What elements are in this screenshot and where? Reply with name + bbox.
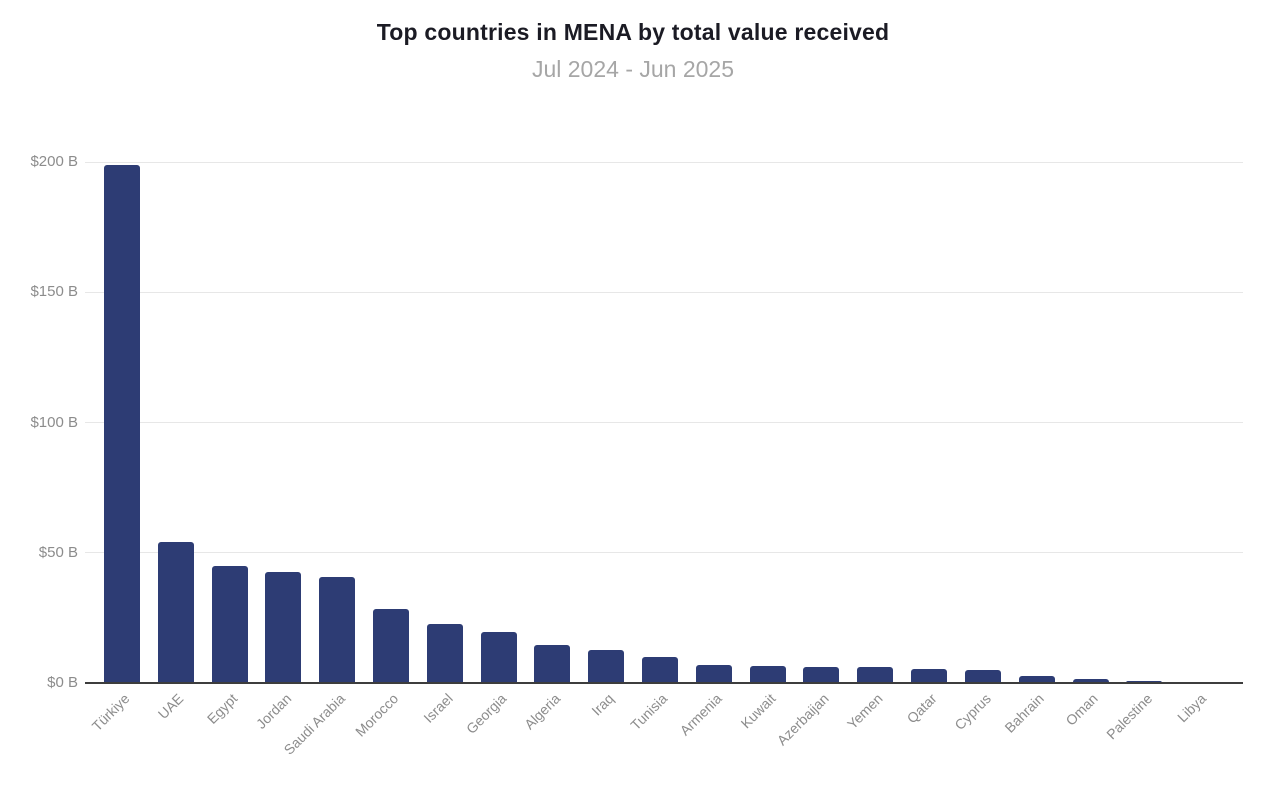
bar-morocco: [372, 609, 409, 683]
bar-kuwait: [749, 666, 786, 683]
bar-slot: Egypt: [203, 162, 257, 727]
bar-slot: Georgia: [463, 162, 526, 737]
chart-title: Top countries in MENA by total value rec…: [376, 19, 890, 45]
x-tick-label: Israel: [419, 690, 456, 726]
bar-slot: Cyprus: [951, 162, 1010, 733]
x-axis-line: [85, 682, 1243, 684]
bar-israel: [426, 624, 463, 683]
bar-slot: Morocco: [352, 162, 418, 740]
y-tick-label: $150 B: [30, 283, 78, 301]
bar-slot: Jordan: [252, 162, 310, 732]
y-tick-label: $0 B: [47, 674, 78, 691]
x-tick-label: Georgia: [462, 690, 510, 737]
y-tick-label: $100 B: [30, 413, 78, 431]
bar-slot: UAE: [149, 162, 203, 722]
bar-slot: Armenia: [676, 162, 741, 738]
x-tick-label: Azerbaijan: [773, 690, 833, 749]
bar-slot: Algeria: [521, 162, 580, 732]
bar-saudi-arabia: [319, 577, 356, 683]
bar-yemen: [857, 667, 894, 683]
plot-area: Türkiye UAE Egypt Jordan Saudi Arabia Morocco…: [85, 161, 1243, 758]
bar-qatar: [911, 669, 948, 683]
x-tick-label: Algeria: [520, 690, 564, 733]
x-tick-label: Jordan: [252, 690, 294, 732]
bar-slot: Israel: [418, 162, 472, 726]
grid-layer: [85, 161, 1243, 683]
grid-line: [85, 291, 1243, 293]
bar-slot: Yemen: [844, 162, 902, 732]
bar-algeria: [534, 645, 571, 683]
bar-slot: Libya: [1171, 162, 1225, 725]
x-tick-label: Cyprus: [950, 690, 994, 733]
bar-slot: Tunisia: [628, 162, 687, 733]
grid-line: [85, 422, 1243, 423]
bar-georgia: [480, 632, 517, 683]
x-tick-label: UAE: [154, 690, 187, 722]
bar-slot: Oman: [1063, 162, 1118, 729]
bar-türkiye: [103, 165, 140, 683]
bar-slot: Qatar: [902, 162, 956, 726]
bar-jordan: [265, 572, 302, 683]
y-tick-label: $200 B: [30, 153, 78, 170]
bar-armenia: [695, 665, 732, 683]
bar-bahrain: [1018, 676, 1055, 683]
bars-layer: Türkiye UAE Egypt Jordan Saudi Arabia Morocco…: [85, 162, 1243, 758]
x-tick-label: Palestine: [1102, 690, 1155, 743]
chart-subtitle: Jul 2024 - Jun 2025: [531, 56, 735, 82]
x-tick-label: Armenia: [676, 690, 725, 739]
x-tick-label: Egypt: [203, 690, 241, 727]
x-tick-label: Tunisia: [627, 690, 671, 734]
x-tick-label: Yemen: [844, 690, 886, 733]
bar-slot: Iraq: [579, 162, 633, 719]
bar-slot: Bahrain: [1002, 162, 1064, 736]
bar-slot: Saudi Arabia: [280, 162, 364, 758]
bar-slot: Kuwait: [737, 162, 795, 731]
x-tick-label: Bahrain: [1001, 690, 1048, 736]
x-tick-label: Libya: [1173, 690, 1209, 726]
bar-egypt: [211, 566, 248, 683]
grid-line: [85, 161, 1243, 163]
bar-cyprus: [964, 670, 1001, 683]
bar-slot: Palestine: [1103, 162, 1171, 742]
y-axis-tick-labels: $0 B $50 B $100 B $150 B $200 B: [0, 153, 78, 691]
x-tick-label: Türkiye: [88, 690, 133, 735]
bar-slot: Azerbaijan: [774, 162, 849, 748]
bar-uae: [157, 542, 194, 683]
bar-tunisia: [642, 657, 679, 683]
grid-line: [85, 552, 1243, 554]
bar-iraq: [588, 650, 625, 683]
y-tick-label: $50 B: [38, 543, 78, 561]
bar-oman: [1072, 679, 1109, 683]
x-tick-label: Oman: [1062, 690, 1102, 729]
bar-slot: Türkiye: [89, 162, 149, 734]
x-tick-label: Iraq: [588, 690, 617, 719]
x-tick-label: Qatar: [903, 690, 940, 727]
x-tick-label: Morocco: [352, 690, 402, 740]
x-tick-label: Kuwait: [737, 690, 779, 732]
bar-azerbaijan: [803, 667, 840, 683]
